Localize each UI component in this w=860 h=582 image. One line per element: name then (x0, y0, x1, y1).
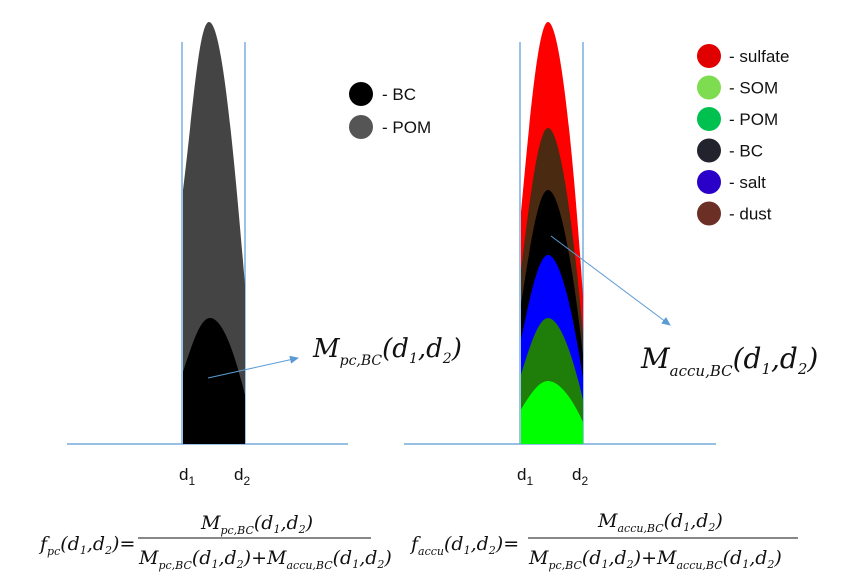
right-panel: - sulfate - SOM - POM - BC - salt - dust d1 d… (404, 22, 818, 488)
left-eq-lhs: fpc(d1,d2)= (38, 533, 135, 558)
left-bc-distribution (183, 318, 245, 444)
right-arrow (550, 235, 671, 326)
legend-swatch (697, 44, 721, 68)
legend-swatch (697, 138, 721, 163)
legend-swatch (697, 170, 721, 194)
right-eq-denominator: Mpc,BC(d1,d2)+Maccu,BC(d1,d2) (528, 547, 782, 572)
left-d2-label: d2 (234, 465, 250, 488)
legend-label: - dust (729, 205, 772, 224)
legend-pom-swatch (349, 115, 373, 139)
legend-swatch (697, 75, 721, 100)
left-d1-label: d1 (179, 465, 195, 488)
right-d2-label: d2 (572, 465, 588, 488)
left-equation: fpc(d1,d2)= Mpc,BC(d1,d2) Mpc,BC(d1,d2)+… (38, 512, 392, 572)
legend-swatch (697, 107, 721, 131)
left-eq-numerator: Mpc,BC(d1,d2) (200, 512, 313, 537)
right-eq-numerator: Maccu,BC(d1,d2) (597, 510, 723, 535)
legend-bc-swatch (349, 82, 373, 106)
legend-label: - salt (729, 173, 766, 192)
left-arrow (207, 355, 299, 379)
legend-swatch (697, 201, 721, 226)
legend-label: - SOM (729, 79, 778, 98)
right-d1-label: d1 (517, 465, 533, 488)
som-layer (521, 381, 583, 444)
legend-pom-label: - POM (382, 118, 431, 137)
legend-label: - BC (729, 142, 763, 161)
right-eq-lhs: faccu(d1,d2)= (409, 533, 519, 558)
left-annotation-mass: Mpc,BC(d1,d2) (312, 334, 462, 369)
right-legend: - sulfate - SOM - POM - BC - salt - dust (697, 44, 789, 226)
right-stacked-distribution (521, 22, 583, 444)
legend-label: - POM (729, 110, 778, 129)
legend-label: - sulfate (729, 47, 789, 66)
left-eq-denominator: Mpc,BC(d1,d2)+Maccu,BC(d1,d2) (138, 547, 392, 572)
right-annotation-mass: Maccu,BC(d1,d2) (640, 342, 818, 380)
right-equation: faccu(d1,d2)= Maccu,BC(d1,d2) Mpc,BC(d1,… (409, 510, 798, 572)
left-panel: - BC - POM d1 d2 Mpc,BC(d1,d2) (67, 22, 462, 488)
legend-bc-label: - BC (382, 85, 416, 104)
